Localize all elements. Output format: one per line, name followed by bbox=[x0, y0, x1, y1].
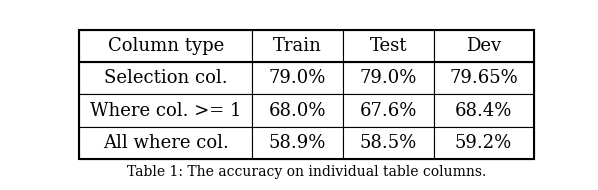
Bar bbox=[434, 127, 533, 159]
Text: Table 1: The accuracy on individual table columns.: Table 1: The accuracy on individual tabl… bbox=[127, 165, 486, 179]
Bar bbox=[343, 94, 434, 127]
Bar bbox=[80, 30, 252, 62]
Text: 68.0%: 68.0% bbox=[269, 102, 326, 120]
Bar bbox=[252, 62, 343, 94]
Bar bbox=[343, 127, 434, 159]
Text: Dev: Dev bbox=[466, 37, 501, 55]
Text: Test: Test bbox=[370, 37, 407, 55]
Text: 79.0%: 79.0% bbox=[359, 69, 417, 87]
Bar bbox=[252, 30, 343, 62]
Text: 59.2%: 59.2% bbox=[455, 134, 512, 152]
Bar bbox=[343, 30, 434, 62]
Text: 58.5%: 58.5% bbox=[359, 134, 417, 152]
Bar bbox=[80, 94, 252, 127]
Text: Train: Train bbox=[273, 37, 322, 55]
Text: 58.9%: 58.9% bbox=[269, 134, 326, 152]
Bar bbox=[343, 62, 434, 94]
Text: 67.6%: 67.6% bbox=[359, 102, 417, 120]
Text: Selection col.: Selection col. bbox=[104, 69, 227, 87]
Bar bbox=[80, 127, 252, 159]
Bar bbox=[434, 30, 533, 62]
Text: Where col. >= 1: Where col. >= 1 bbox=[90, 102, 242, 120]
Text: 79.65%: 79.65% bbox=[449, 69, 518, 87]
Bar bbox=[252, 127, 343, 159]
Bar bbox=[434, 62, 533, 94]
Bar bbox=[80, 30, 533, 159]
Bar bbox=[80, 62, 252, 94]
Text: Column type: Column type bbox=[108, 37, 224, 55]
Bar bbox=[252, 94, 343, 127]
Text: 79.0%: 79.0% bbox=[269, 69, 326, 87]
Text: All where col.: All where col. bbox=[103, 134, 228, 152]
Bar bbox=[434, 94, 533, 127]
Text: 68.4%: 68.4% bbox=[455, 102, 512, 120]
